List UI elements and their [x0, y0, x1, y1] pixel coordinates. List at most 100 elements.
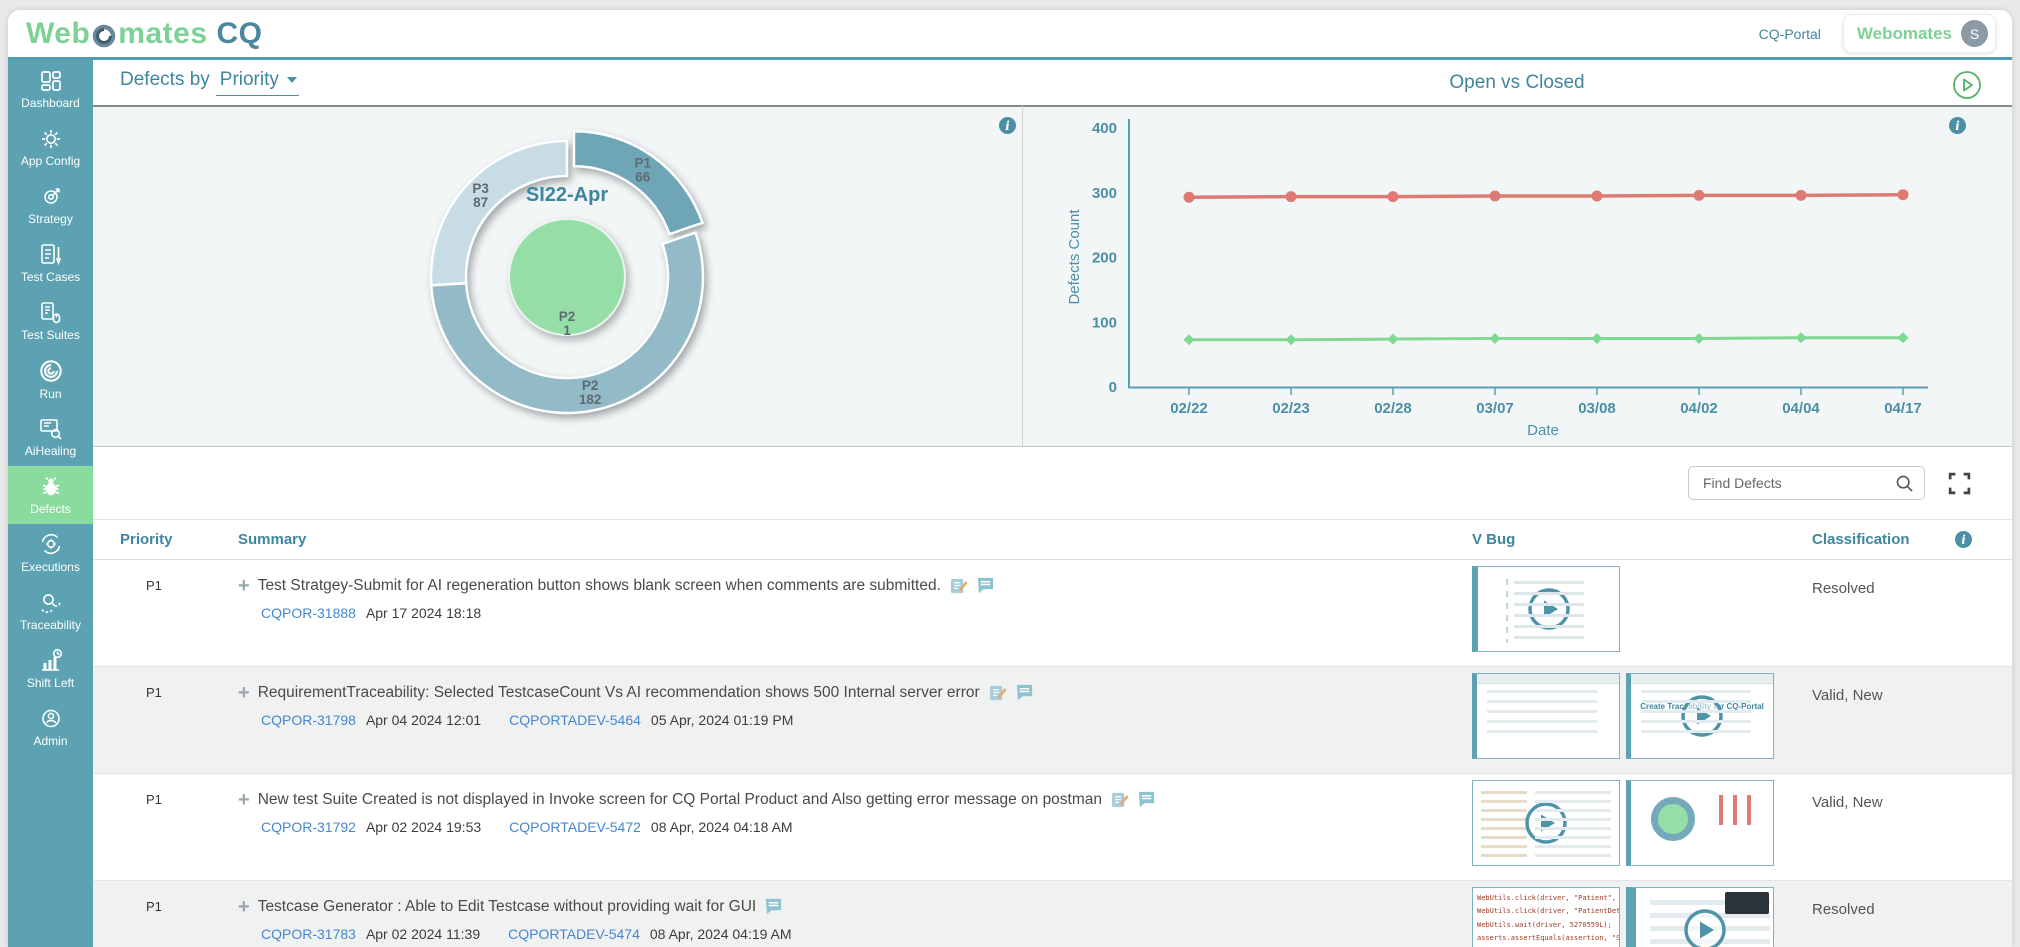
- sidebar-item-run[interactable]: Run: [8, 350, 93, 408]
- svg-text:100: 100: [1092, 314, 1117, 331]
- sidebar-item-test-suites[interactable]: Test Suites: [8, 292, 93, 350]
- sidebar-nav: Dashboard App Config Strategy Test Cases…: [8, 60, 93, 947]
- sidebar-item-traceability[interactable]: Traceability: [8, 582, 93, 640]
- spiral-o-icon: [91, 23, 117, 49]
- info-icon[interactable]: [1955, 531, 1972, 548]
- play-overlay-icon[interactable]: [1636, 888, 1773, 947]
- defect-date: Apr 02 2024 11:39: [365, 926, 481, 942]
- defect-id-link[interactable]: CQPORTADEV-5472: [509, 819, 641, 835]
- vbug-screenshot-thumbnail[interactable]: [1626, 780, 1774, 866]
- defect-summary: Testcase Generator : Able to Edit Testca…: [257, 897, 757, 915]
- table-header: Priority Summary V Bug Classification: [93, 520, 2012, 560]
- code-snippet: WebUtils.click(driver, "Patient", "viewS…: [1477, 894, 1620, 942]
- defect-date: Apr 04 2024 12:01: [365, 712, 482, 728]
- svg-text:Date: Date: [1527, 422, 1559, 439]
- svg-text:200: 200: [1092, 250, 1117, 267]
- comment-icon[interactable]: [764, 897, 783, 916]
- expand-plus-icon[interactable]: [238, 579, 250, 593]
- svg-text:04/02: 04/02: [1680, 400, 1718, 417]
- play-button[interactable]: [1952, 70, 1982, 105]
- vbug-video-thumbnail[interactable]: [1626, 887, 1774, 947]
- svg-text:04/04: 04/04: [1782, 400, 1820, 417]
- vbug-video-thumbnail[interactable]: Create Traceability for CQ-Portal: [1626, 673, 1774, 759]
- logo-text-mates: mates: [118, 16, 208, 50]
- bug-icon: [42, 476, 59, 496]
- info-icon[interactable]: [999, 117, 1016, 134]
- svg-text:P21: P2 1: [559, 309, 576, 338]
- comment-icon[interactable]: [1015, 683, 1034, 702]
- vbug-video-thumbnail[interactable]: [1472, 780, 1620, 866]
- svg-text:02/22: 02/22: [1170, 400, 1208, 417]
- comment-icon[interactable]: [976, 576, 995, 595]
- strategy-target-icon: [43, 188, 60, 204]
- sidebar-item-app-config[interactable]: App Config: [8, 118, 93, 176]
- sidebar-item-shift-left[interactable]: Shift Left: [8, 640, 93, 698]
- expand-plus-icon[interactable]: [238, 900, 250, 914]
- svg-text:04/17: 04/17: [1884, 400, 1922, 417]
- panel-title-open-vs-closed: Open vs Closed: [1449, 71, 1585, 93]
- vbug-screenshot-thumbnail[interactable]: [1472, 673, 1620, 759]
- svg-text:400: 400: [1092, 120, 1117, 137]
- sidebar-item-dashboard[interactable]: Dashboard: [8, 60, 93, 118]
- classification-value: Resolved: [1812, 580, 1875, 597]
- user-avatar[interactable]: S: [1961, 20, 1988, 47]
- sidebar-item-aihealing[interactable]: AiHealing: [8, 408, 93, 466]
- admin-user-gear-icon: [41, 709, 60, 728]
- sidebar-item-test-cases[interactable]: Test Cases: [8, 234, 93, 292]
- svg-text:300: 300: [1092, 185, 1117, 202]
- defect-id-link[interactable]: CQPOR-31888: [261, 605, 356, 621]
- table-toolbar: [93, 447, 2012, 520]
- svg-text:0: 0: [1109, 379, 1117, 396]
- classification-value: Resolved: [1812, 901, 1875, 918]
- ai-healing-screen-icon: [39, 419, 62, 440]
- defects-by-priority-donut-chart[interactable]: P1 66 P2 182 P3 87 P2 1 SI22-Apr: [93, 107, 1022, 441]
- run-spiral-icon: [39, 360, 62, 382]
- defect-summary: RequirementTraceability: Selected Testca…: [257, 683, 980, 701]
- edit-note-icon[interactable]: [988, 683, 1007, 702]
- search-box[interactable]: [1688, 466, 1925, 500]
- account-menu[interactable]: Webomates S: [1842, 14, 1996, 53]
- table-row: P1 New test Suite Created is not display…: [93, 774, 2012, 881]
- priority-value: P1: [146, 792, 162, 807]
- priority-dropdown[interactable]: Priority: [215, 69, 299, 96]
- svg-text:03/08: 03/08: [1578, 400, 1616, 417]
- play-overlay-icon[interactable]: [1473, 781, 1619, 865]
- play-overlay-icon[interactable]: [1631, 674, 1773, 758]
- cq-portal-link[interactable]: CQ-Portal: [1758, 25, 1821, 42]
- defect-id-link[interactable]: CQPOR-31798: [261, 712, 356, 728]
- svg-text:03/07: 03/07: [1476, 400, 1514, 417]
- table-row: P1 Testcase Generator : Able to Edit Tes…: [93, 881, 2012, 947]
- table-row: P1 Test Stratgey-Submit for AI regenerat…: [93, 560, 2012, 667]
- defect-summary: New test Suite Created is not displayed …: [257, 790, 1103, 808]
- search-icon[interactable]: [1895, 474, 1914, 493]
- play-overlay-icon[interactable]: [1478, 567, 1619, 651]
- sidebar-item-admin[interactable]: Admin: [8, 698, 93, 756]
- defect-id-link[interactable]: CQPOR-31783: [261, 926, 356, 942]
- webomates-cq-logo: Web mates CQ: [26, 17, 263, 51]
- account-brand-label: Webomates: [1856, 23, 1952, 43]
- comment-icon[interactable]: [1137, 790, 1156, 809]
- vbug-video-thumbnail[interactable]: [1472, 566, 1620, 652]
- expand-plus-icon[interactable]: [238, 686, 250, 700]
- fullscreen-icon[interactable]: [1947, 471, 1972, 496]
- vbug-code-thumbnail[interactable]: WebUtils.click(driver, "Patient", "viewS…: [1472, 887, 1620, 947]
- defect-date: Apr 02 2024 19:53: [365, 819, 482, 835]
- open-vs-closed-line-chart[interactable]: 0 100 200 300 400 02/22 02/23 02/28 03/07 03/08 04…: [1023, 107, 2011, 441]
- sidebar-item-strategy[interactable]: Strategy: [8, 176, 93, 234]
- edit-note-icon[interactable]: [949, 576, 968, 595]
- defect-id-link[interactable]: CQPOR-31792: [261, 819, 356, 835]
- find-defects-input[interactable]: [1703, 475, 1895, 491]
- edit-note-icon[interactable]: [1110, 790, 1129, 809]
- sidebar-item-executions[interactable]: Executions: [8, 524, 93, 582]
- app-window: Web mates CQ CQ-Portal Webomates S Dashboa…: [8, 10, 2012, 947]
- col-header-summary: Summary: [238, 531, 307, 548]
- shift-left-chart-icon: [41, 648, 62, 671]
- defect-date: 08 Apr, 2024 04:19 AM: [649, 926, 792, 942]
- info-icon[interactable]: [1949, 117, 1966, 134]
- svg-text:02/23: 02/23: [1272, 400, 1310, 417]
- expand-plus-icon[interactable]: [238, 793, 250, 807]
- sidebar-item-defects[interactable]: Defects: [8, 466, 93, 524]
- defect-id-link[interactable]: CQPORTADEV-5464: [509, 712, 641, 728]
- defect-id-link[interactable]: CQPORTADEV-5474: [508, 926, 640, 942]
